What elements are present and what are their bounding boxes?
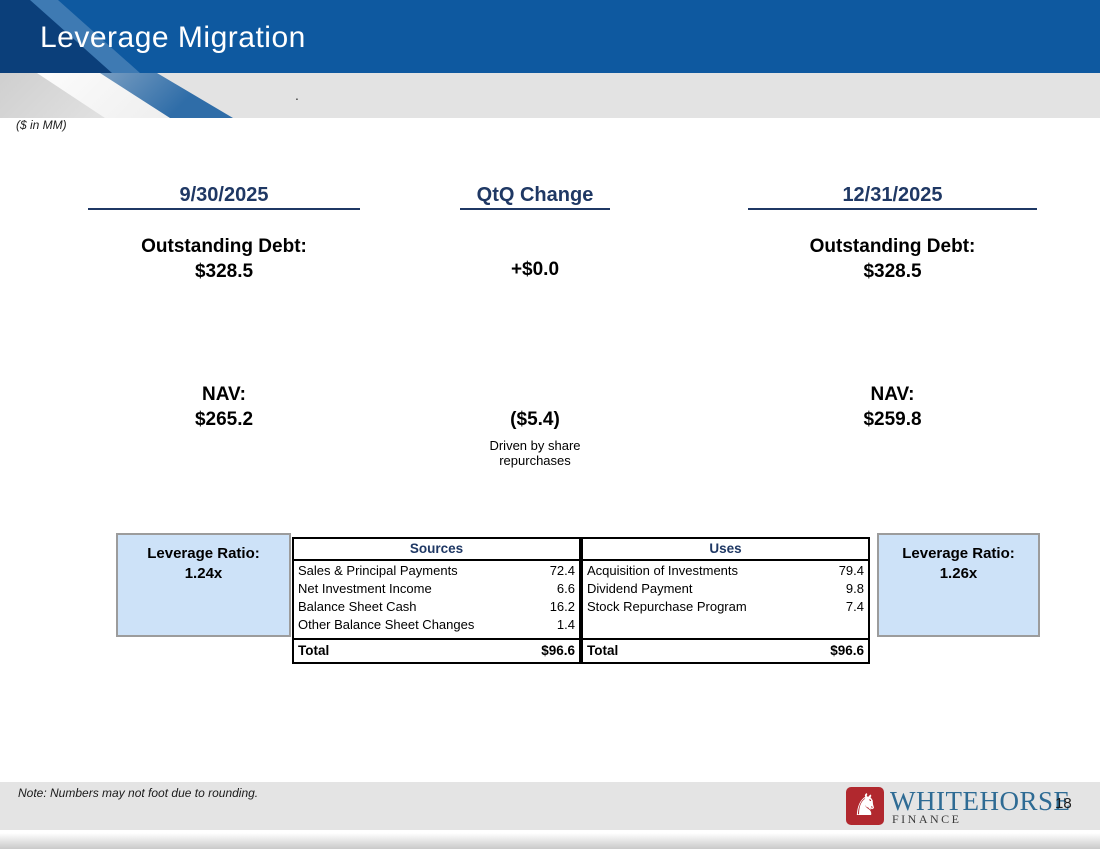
horse-icon: ♞ (851, 789, 879, 822)
table-row: Dividend Payment 9.8 (583, 580, 868, 598)
outstanding-debt-end-label: Outstanding Debt: (809, 236, 976, 257)
row-value: 1.4 (556, 617, 575, 632)
table-row: Acquisition of Investments 79.4 (583, 562, 868, 580)
column-header-start-date: 9/30/2025 (88, 184, 360, 210)
sources-body: Sales & Principal Payments 72.4 Net Inve… (294, 561, 579, 638)
units-label: ($ in MM) (16, 118, 67, 132)
row-value: 79.4 (838, 563, 864, 578)
total-label: Total (587, 643, 619, 658)
nav-end-value: $259.8 (863, 409, 922, 430)
whitehorse-finance-logo: ♞ WHITEHORSE FINANCE (846, 786, 1070, 828)
table-row (583, 616, 868, 634)
uses-body: Acquisition of Investments 79.4 Dividend… (583, 561, 868, 638)
row-value: 6.6 (556, 581, 575, 596)
row-label: Acquisition of Investments (587, 563, 739, 578)
row-label: Stock Repurchase Program (587, 599, 747, 614)
leverage-ratio-box-start: Leverage Ratio: 1.24x (116, 533, 291, 637)
row-label: Other Balance Sheet Changes (298, 617, 475, 632)
nav-qtq-change-value: ($5.4) (510, 409, 560, 430)
leverage-ratio-end-value: 1.26x (939, 565, 978, 582)
logo-red-square: ♞ (846, 787, 884, 825)
decorative-strip (0, 73, 1100, 118)
outstanding-debt-end-value: $328.5 (863, 261, 922, 282)
row-label: Sales & Principal Payments (298, 563, 458, 578)
total-value: $96.6 (541, 643, 575, 658)
table-row: Sales & Principal Payments 72.4 (294, 562, 579, 580)
page-number: 18 (1055, 795, 1072, 812)
row-label: Balance Sheet Cash (298, 599, 417, 614)
uses-panel: Uses Acquisition of Investments 79.4 Div… (581, 537, 870, 664)
leverage-ratio-start-label: Leverage Ratio: (147, 545, 260, 562)
nav-end-label: NAV: (870, 384, 915, 405)
table-row: Stock Repurchase Program 7.4 (583, 598, 868, 616)
uses-header: Uses (583, 539, 868, 561)
nav-start-label: NAV: (202, 384, 246, 405)
logo-brand-text: WHITEHORSE (890, 786, 1071, 816)
table-row: Net Investment Income 6.6 (294, 580, 579, 598)
nav-change-note: Driven by share repurchases (489, 438, 581, 468)
leverage-ratio-start-value: 1.24x (184, 565, 223, 582)
row-value: 9.8 (845, 581, 864, 596)
stray-dot: . (295, 87, 299, 103)
uses-total-row: Total $96.6 (583, 638, 868, 662)
row-label: Dividend Payment (587, 581, 693, 596)
leverage-ratio-box-end: Leverage Ratio: 1.26x (877, 533, 1040, 637)
row-value: 16.2 (549, 599, 575, 614)
sources-total-row: Total $96.6 (294, 638, 579, 662)
row-value: 7.4 (845, 599, 864, 614)
nav-start: NAV: $265.2 (88, 382, 360, 432)
row-value: 72.4 (549, 563, 575, 578)
title-bar: Leverage Migration (0, 0, 1100, 73)
outstanding-debt-start: Outstanding Debt: $328.5 (88, 234, 360, 284)
column-header-end-date: 12/31/2025 (748, 184, 1037, 210)
row-label: Net Investment Income (298, 581, 432, 596)
bottom-edge-fade (0, 833, 1100, 849)
sources-header: Sources (294, 539, 579, 561)
nav-end: NAV: $259.8 (748, 382, 1037, 432)
footer-strip (0, 782, 1100, 830)
total-label: Total (298, 643, 330, 658)
total-value: $96.6 (830, 643, 864, 658)
sources-panel: Sources Sales & Principal Payments 72.4 … (292, 537, 581, 664)
logo-division-text: FINANCE (892, 812, 962, 826)
table-row: Balance Sheet Cash 16.2 (294, 598, 579, 616)
outstanding-debt-end: Outstanding Debt: $328.5 (748, 234, 1037, 284)
debt-qtq-change-value: +$0.0 (510, 259, 560, 280)
outstanding-debt-start-label: Outstanding Debt: (141, 236, 307, 257)
footnote: Note: Numbers may not foot due to roundi… (18, 786, 259, 800)
nav-start-value: $265.2 (194, 409, 254, 430)
sources-uses-table: Sources Sales & Principal Payments 72.4 … (292, 537, 870, 664)
table-row: Other Balance Sheet Changes 1.4 (294, 616, 579, 634)
outstanding-debt-start-value: $328.5 (194, 261, 254, 282)
column-header-qtq-change: QtQ Change (460, 184, 610, 210)
leverage-ratio-end-label: Leverage Ratio: (902, 545, 1015, 562)
page-title: Leverage Migration (40, 21, 306, 54)
